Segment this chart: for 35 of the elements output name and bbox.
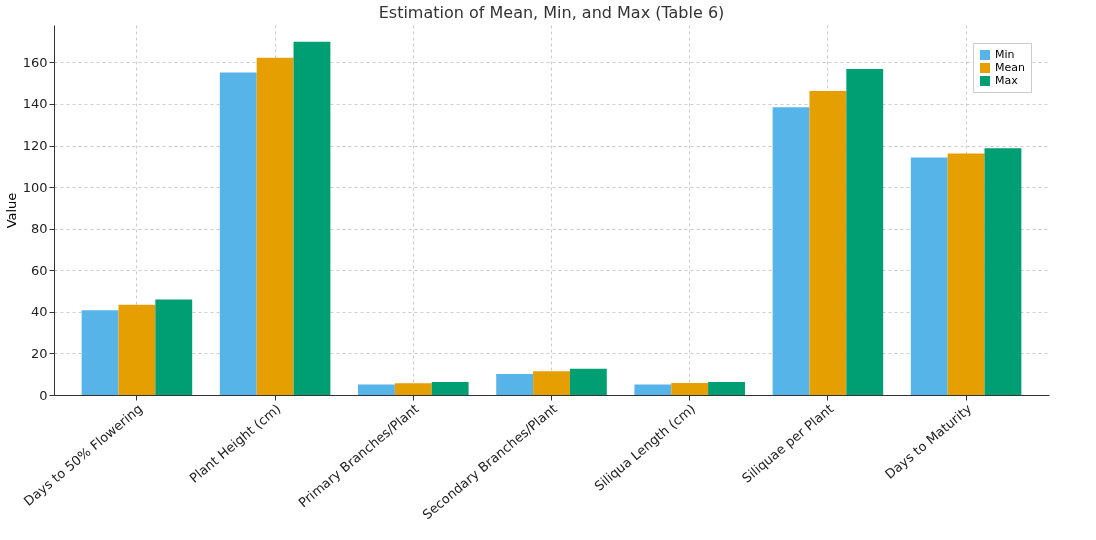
bar — [569, 368, 607, 395]
bar — [772, 107, 810, 395]
y-axis-title: Value — [3, 192, 19, 229]
bar — [496, 374, 534, 395]
bar — [809, 91, 847, 395]
bar — [219, 72, 257, 395]
y-tick-label: 160 — [22, 54, 48, 70]
legend-label: Min — [995, 48, 1015, 61]
y-tick-label: 100 — [22, 179, 48, 195]
chart-title: Estimation of Mean, Min, and Max (Table 6) — [378, 3, 725, 22]
bar — [293, 41, 331, 395]
bar — [358, 384, 395, 395]
y-tick-label: 0 — [39, 387, 48, 403]
legend-label: Mean — [995, 61, 1025, 74]
y-tick-label: 40 — [30, 304, 48, 320]
y-tick-label: 20 — [30, 345, 48, 361]
legend-label: Max — [995, 74, 1019, 87]
y-tick-label: 140 — [22, 96, 48, 112]
bar — [81, 310, 119, 395]
bar — [671, 382, 709, 395]
bar — [155, 299, 193, 395]
bar — [947, 153, 985, 395]
bar — [431, 382, 469, 395]
bar — [984, 148, 1022, 395]
y-tick-label: 60 — [30, 262, 48, 278]
y-tick-label: 80 — [30, 221, 48, 237]
bar — [846, 69, 884, 395]
bar — [118, 304, 156, 395]
bar — [708, 382, 745, 395]
bar — [394, 383, 432, 395]
bar — [910, 157, 948, 395]
bar — [533, 371, 570, 395]
bar — [256, 57, 294, 395]
bar — [634, 384, 672, 395]
y-tick-label: 120 — [22, 138, 48, 154]
